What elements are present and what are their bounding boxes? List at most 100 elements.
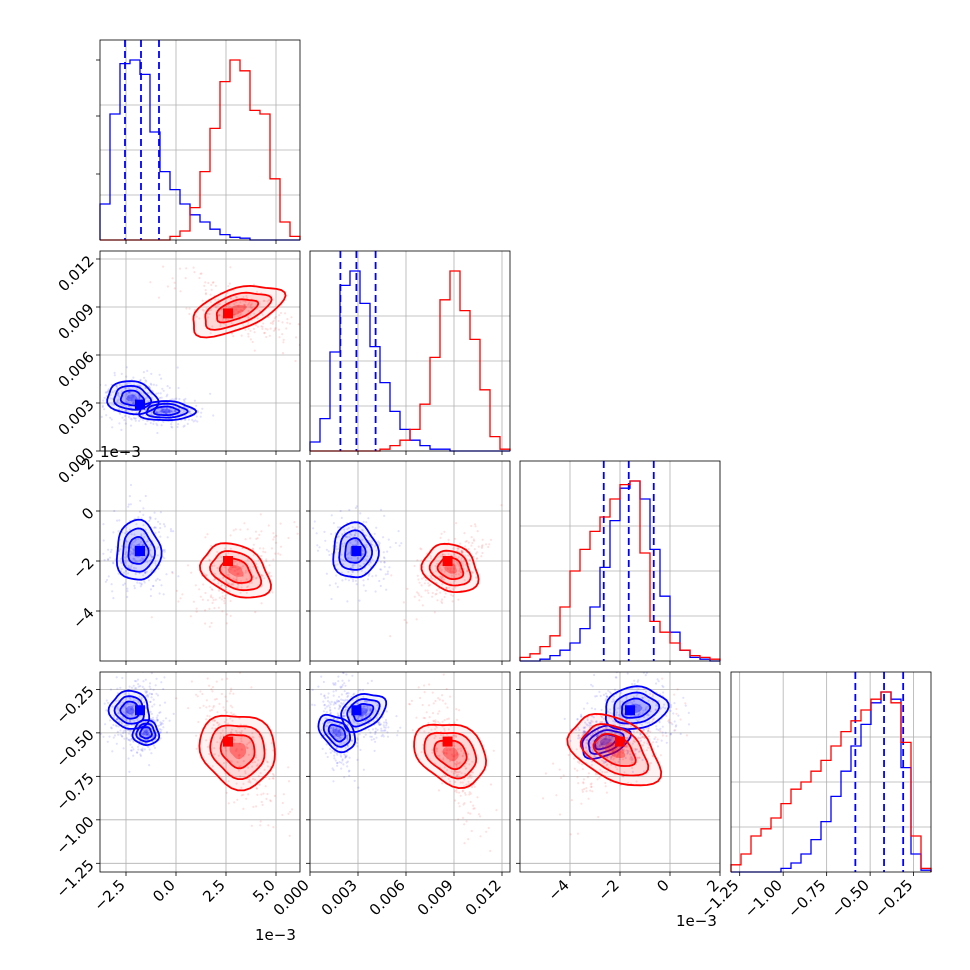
panel-3-1-point-0-0-255	[370, 708, 373, 711]
panel-3-0-density-0-1-3	[143, 730, 149, 736]
panel-3-1-point-0-0-176	[379, 723, 382, 726]
panel-1-0-point-0-0-143	[129, 396, 132, 399]
panel-3-1-point-0-0-29	[376, 704, 379, 707]
panel-3-0-point-1-0-131	[291, 808, 294, 811]
panel-3-2-point-0-1-65	[602, 743, 606, 746]
panel-3-2-point-0-0-78	[638, 711, 641, 714]
panel-1-0-point-1-0-113	[246, 303, 249, 307]
panel-2-0-point-1-0-239	[224, 588, 227, 591]
panel-3-0-point-1-0-7	[226, 677, 229, 680]
panel-1-0-point-1-0-163	[149, 281, 152, 284]
panel-1-0-point-0-1-35	[178, 397, 181, 401]
panel-2-1-contours	[332, 521, 480, 594]
panel-3-0-point-1-0-200	[218, 723, 221, 726]
panel-3-1-point-1-0-111	[443, 727, 446, 731]
panel-3-2-point-0-1-179	[606, 727, 609, 730]
panel-1-0-point-1-0-255	[286, 318, 289, 321]
x-offset-label-param-2: 1e−3	[676, 912, 717, 930]
panel-3-0-point-0-0-39	[129, 703, 132, 706]
panel-2-0-point-0-0-171	[113, 509, 116, 513]
panel-1-0-point-0-0-181	[107, 388, 110, 391]
panel-2-0-point-1-0-41	[189, 615, 192, 618]
panel-2-1-point-1-0-146	[451, 587, 454, 590]
panel-3-2-point-1-0-209	[627, 781, 630, 784]
panel-2-0-point-1-0-191	[208, 558, 211, 561]
panel-3-1-point-0-1-171	[345, 731, 348, 734]
panel-3-0-point-0-0-48	[126, 711, 129, 715]
panel-1-0-point-0-0-103	[111, 391, 114, 394]
panel-3-0-point-1-0-73	[229, 690, 232, 693]
panel-3-2-point-1-0-10	[675, 712, 678, 715]
panel-2-1-point-1-0-171	[442, 565, 445, 568]
panel-1-0-point-1-0-19	[214, 305, 217, 308]
panel-3-1-point-1-0-176	[436, 712, 440, 715]
panel-1-0-point-1-0-93	[226, 291, 229, 295]
panel-1-0-point-0-0-200	[129, 424, 133, 427]
panel-3-2-point-1-0-253	[665, 714, 668, 718]
panel-3-2-point-1-0-205	[631, 758, 634, 761]
panel-1-0-point-0-0-142	[116, 386, 119, 389]
panel-2-1-point-1-0-199	[419, 547, 422, 550]
panel-3-2-point-0-0-96	[682, 696, 685, 699]
panel-2-0-point-1-0-182	[287, 536, 290, 540]
panel-3-1-point-1-0-119	[441, 694, 444, 697]
panel-2-1-point-0-0-119	[307, 575, 309, 577]
panel-1-0-point-1-0-7	[235, 301, 238, 304]
panel-1-0-point-1-0-246	[247, 309, 250, 313]
panel-2-0-point-0-0-224	[110, 548, 113, 551]
panel-3-2-point-0-1-161	[610, 738, 613, 742]
panel-1-0-point-1-0-68	[261, 313, 264, 316]
panel-3-2-point-1-0-65	[593, 755, 596, 758]
panel-3-2-point-0-0-56	[673, 729, 676, 732]
panel-3-1-point-1-0-24	[458, 770, 461, 773]
panel-3-0-point-1-0-119	[222, 734, 225, 737]
panel-3-0-point-1-0-63	[242, 807, 245, 811]
panel-2-1-point-1-0-239	[421, 604, 424, 607]
panel-3-1-point-1-0-241	[452, 755, 455, 758]
panel-3-2-point-0-1-257	[624, 756, 627, 760]
panel-3-2-point-1-0-228	[582, 782, 585, 785]
panel-3-2-point-0-0-22	[674, 725, 677, 728]
panel-3-1-point-0-0-16	[369, 717, 372, 720]
panel-1-0-point-0-0-20	[150, 372, 153, 375]
panel-3-1-point-0-0-1	[383, 729, 386, 732]
panel-3-1-point-0-1-100	[339, 736, 342, 740]
panel-2-1-point-1-0-136	[439, 555, 442, 558]
panel-2-0-point-0-0-5	[129, 567, 132, 570]
panel-3-2-point-1-0-248	[587, 797, 590, 800]
panel-3-2-point-0-0-51	[662, 706, 665, 709]
panel-3-0-point-0-0-119	[132, 684, 135, 687]
y-tick-label-1-1: 0.003	[55, 396, 98, 439]
panel-3-1-contour-1-0-2	[433, 739, 468, 771]
panel-1-0-point-1-0-106	[258, 309, 261, 313]
panel-3-1-point-1-0-199	[457, 818, 460, 821]
panel-1-0-point-1-0-170	[282, 341, 285, 344]
panel-2-1-point-1-0-57	[424, 579, 427, 582]
panel-3-0-contour-0-1-2	[138, 726, 153, 740]
panel-2-1-point-1-0-142	[435, 570, 438, 573]
panel-2-0-point-1-0-93	[252, 554, 255, 557]
panel-3-0-point-1-0-233	[244, 770, 247, 773]
panel-2-1-point-0-0-133	[350, 557, 353, 560]
panel-3-1-point-0-1-202	[332, 731, 335, 734]
panel-2-0-point-0-0-238	[156, 547, 159, 550]
panel-2-0-point-0-0-165	[159, 535, 162, 538]
y-tick-label-3-4: −0.25	[52, 682, 97, 727]
panel-3-2-point-0-1-68	[610, 756, 613, 759]
panel-3-2-point-0-1-142	[617, 760, 620, 763]
panel-1-0-point-0-1-153	[192, 420, 195, 423]
panel-2-0-point-0-0-132	[157, 520, 160, 523]
panel-1-0-point-0-1-49	[175, 397, 178, 400]
panel-1-0-point-0-0-186	[160, 377, 163, 380]
panel-3-0-point-1-0-239	[231, 706, 234, 709]
panel-2-1-point-0-0-25	[382, 536, 385, 539]
panel-3-0-point-0-0-152	[129, 698, 132, 701]
panel-3-1-point-1-0-164	[441, 782, 444, 785]
panel-1-0-point-0-1-119	[182, 398, 185, 401]
panel-1-0-point-1-0-80	[217, 303, 220, 306]
panel-3-0-point-1-0-50	[266, 765, 270, 768]
panel-3-0-point-0-0-59	[100, 732, 102, 735]
panel-3-0-point-1-0-135	[196, 695, 199, 698]
panel-3-0-point-1-0-144	[242, 782, 245, 786]
panel-3-2-point-0-0-101	[612, 719, 615, 723]
